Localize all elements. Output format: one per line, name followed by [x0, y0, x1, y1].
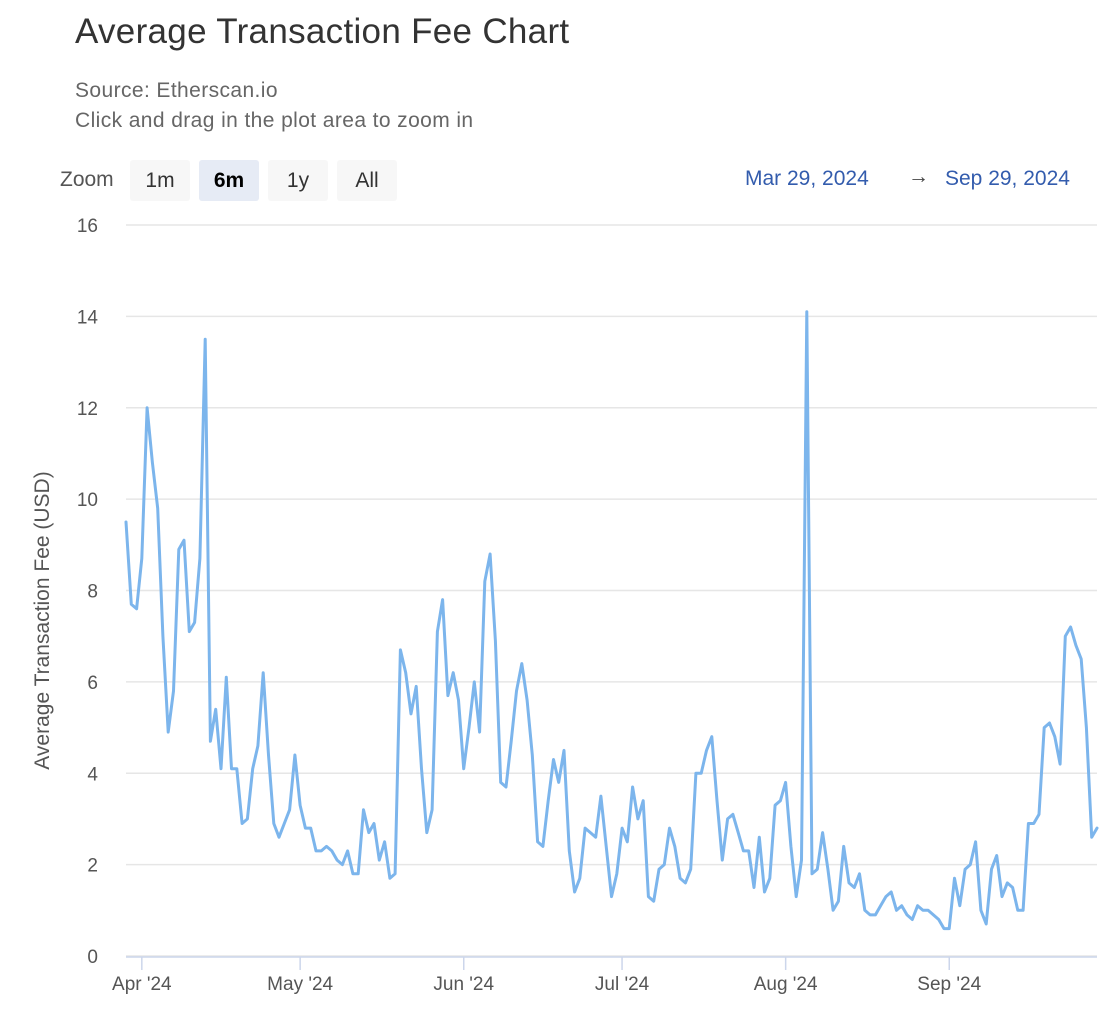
range-to-input[interactable]: Sep 29, 2024 [945, 167, 1070, 190]
range-from-input[interactable]: Mar 29, 2024 [745, 167, 869, 190]
x-tick-label: Jul '24 [595, 974, 650, 995]
y-tick-label: 6 [87, 673, 98, 694]
zoom-label: Zoom [60, 168, 114, 191]
x-tick-label: Sep '24 [917, 974, 981, 995]
zoom-1m-button[interactable]: 1m [130, 160, 190, 201]
zoom-all-button[interactable]: All [337, 160, 397, 201]
y-tick-label: 16 [77, 216, 98, 237]
gridlines [126, 224, 1097, 957]
source-text: Source: Etherscan.io [75, 79, 278, 102]
y-tick-label: 8 [87, 582, 98, 603]
y-tick-label: 10 [77, 490, 98, 511]
y-axis-ticks: 0 2 4 6 8 10 12 14 16 [77, 216, 99, 968]
y-tick-label: 2 [87, 856, 98, 877]
x-tick-label: Aug '24 [754, 974, 818, 995]
series-group[interactable] [124, 310, 1099, 931]
zoom-1y-button[interactable]: 1y [268, 160, 328, 201]
y-tick-label: 4 [87, 764, 98, 785]
range-arrow-icon: → [908, 165, 929, 188]
x-axis: Apr '24 May '24 Jun '24 Jul '24 Aug '24 Sep '… [112, 956, 1097, 995]
zoom-hint-text: Click and drag in the plot area to zoom … [75, 109, 474, 132]
chart-title: Average Transaction Fee Chart [75, 12, 570, 51]
x-tick-label: Apr '24 [112, 974, 172, 995]
y-tick-label: 12 [77, 399, 98, 420]
y-tick-label: 14 [77, 307, 99, 328]
x-tick-label: Jun '24 [433, 974, 494, 995]
fee-series-line[interactable] [124, 310, 1099, 931]
y-tick-label: 0 [87, 947, 98, 968]
zoom-6m-button[interactable]: 6m [199, 160, 259, 201]
chart-subtitle: Source: Etherscan.io Click and drag in t… [75, 76, 474, 136]
y-axis-title: Average Transaction Fee (USD) [31, 471, 54, 769]
x-tick-label: May '24 [267, 974, 333, 995]
